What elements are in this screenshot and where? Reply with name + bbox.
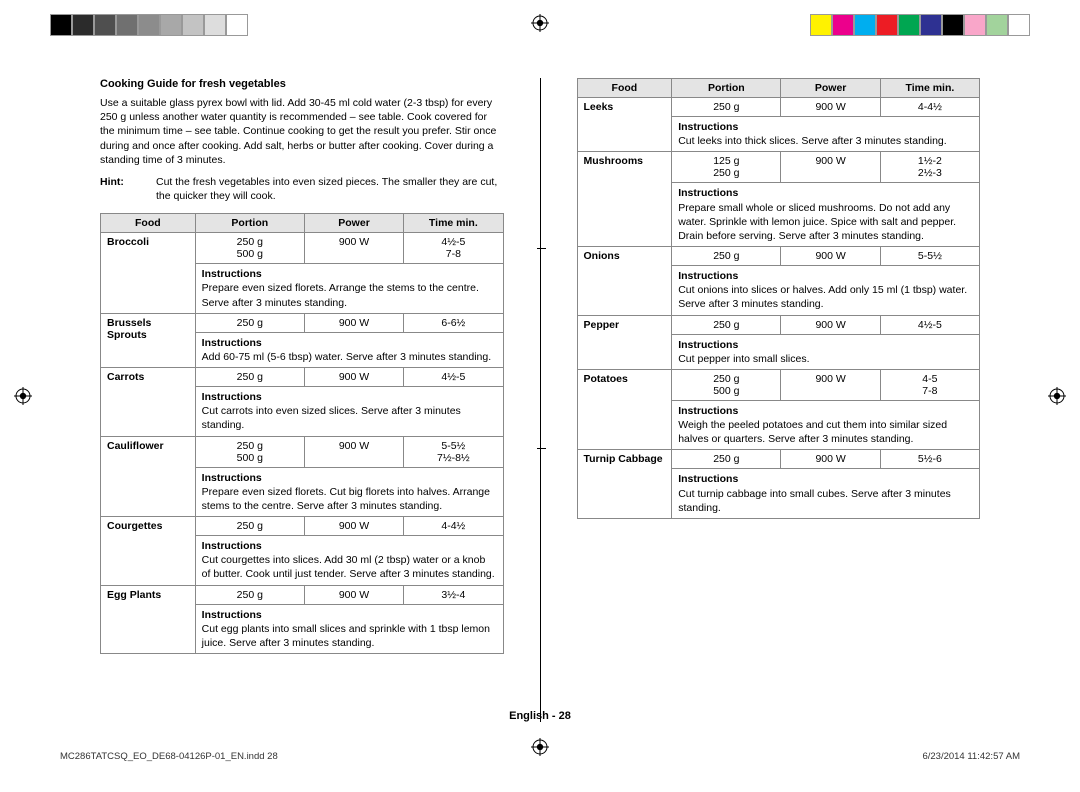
cell-power: 900 W bbox=[781, 369, 880, 400]
cell-food: Potatoes bbox=[577, 369, 672, 450]
cell-instructions: InstructionsCut courgettes into slices. … bbox=[195, 536, 503, 586]
cell-time: 4-4½ bbox=[880, 98, 979, 117]
column-divider bbox=[540, 78, 541, 722]
cell-food: Egg Plants bbox=[101, 585, 196, 654]
cell-portion: 250 g bbox=[195, 585, 304, 604]
cell-power: 900 W bbox=[304, 313, 403, 332]
cell-power: 900 W bbox=[304, 368, 403, 387]
cell-power: 900 W bbox=[781, 315, 880, 334]
table-row: Egg Plants 250 g 900 W 3½-4 bbox=[101, 585, 504, 604]
cell-portion: 250 g bbox=[672, 98, 781, 117]
cell-portion: 250 g500 g bbox=[672, 369, 781, 400]
intro-text: Use a suitable glass pyrex bowl with lid… bbox=[100, 96, 504, 167]
cell-power: 900 W bbox=[304, 517, 403, 536]
cooking-table-left: Food Portion Power Time min. Broccoli 25… bbox=[100, 213, 504, 654]
table-row: Turnip Cabbage 250 g 900 W 5½-6 bbox=[577, 450, 980, 469]
table-row: Pepper 250 g 900 W 4½-5 bbox=[577, 315, 980, 334]
cooking-table-right: Food Portion Power Time min. Leeks 250 g… bbox=[577, 78, 981, 519]
cell-time: 5-5½7½-8½ bbox=[404, 436, 503, 467]
cell-instructions: InstructionsCut leeks into thick slices.… bbox=[672, 117, 980, 152]
cell-food: Mushrooms bbox=[577, 152, 672, 247]
cell-time: 4-4½ bbox=[404, 517, 503, 536]
table-row: Courgettes 250 g 900 W 4-4½ bbox=[101, 517, 504, 536]
cell-power: 900 W bbox=[304, 585, 403, 604]
cell-portion: 250 g bbox=[672, 315, 781, 334]
table-row: Leeks 250 g 900 W 4-4½ bbox=[577, 98, 980, 117]
cell-food: Turnip Cabbage bbox=[577, 450, 672, 519]
table-row: Cauliflower 250 g500 g 900 W 5-5½7½-8½ bbox=[101, 436, 504, 467]
cell-instructions: InstructionsCut onions into slices or ha… bbox=[672, 266, 980, 316]
col-time: Time min. bbox=[880, 79, 979, 98]
cell-food: Leeks bbox=[577, 98, 672, 152]
cell-food: Carrots bbox=[101, 368, 196, 437]
table-row: Brussels Sprouts 250 g 900 W 6-6½ bbox=[101, 313, 504, 332]
cell-portion: 250 g bbox=[195, 368, 304, 387]
cell-time: 3½-4 bbox=[404, 585, 503, 604]
cell-time: 1½-22½-3 bbox=[880, 152, 979, 183]
footer-filename: MC286TATCSQ_EO_DE68-04126P-01_EN.indd 28 bbox=[60, 751, 278, 762]
table-row: Broccoli 250 g500 g 900 W 4½-57-8 bbox=[101, 233, 504, 264]
table-row: Onions 250 g 900 W 5-5½ bbox=[577, 247, 980, 266]
col-food: Food bbox=[101, 214, 196, 233]
cell-portion: 250 g bbox=[195, 517, 304, 536]
cell-power: 900 W bbox=[781, 247, 880, 266]
cell-food: Courgettes bbox=[101, 517, 196, 586]
table-row: Mushrooms 125 g250 g 900 W 1½-22½-3 bbox=[577, 152, 980, 183]
registration-mark bbox=[531, 14, 549, 32]
col-power: Power bbox=[781, 79, 880, 98]
cell-portion: 250 g bbox=[672, 247, 781, 266]
cell-instructions: InstructionsPrepare even sized florets. … bbox=[195, 264, 503, 314]
cell-instructions: InstructionsCut egg plants into small sl… bbox=[195, 604, 503, 654]
cell-time: 5½-6 bbox=[880, 450, 979, 469]
cell-instructions: InstructionsAdd 60-75 ml (5-6 tbsp) wate… bbox=[195, 332, 503, 367]
cell-portion: 250 g bbox=[195, 313, 304, 332]
cell-power: 900 W bbox=[781, 152, 880, 183]
cell-food: Pepper bbox=[577, 315, 672, 369]
left-column: Cooking Guide for fresh vegetables Use a… bbox=[100, 78, 504, 722]
cell-food: Brussels Sprouts bbox=[101, 313, 196, 367]
right-column: Food Portion Power Time min. Leeks 250 g… bbox=[577, 78, 981, 722]
hint-row: Hint: Cut the fresh vegetables into even… bbox=[100, 175, 504, 203]
cell-portion: 250 g500 g bbox=[195, 233, 304, 264]
cell-food: Cauliflower bbox=[101, 436, 196, 517]
cell-food: Broccoli bbox=[101, 233, 196, 314]
cell-time: 6-6½ bbox=[404, 313, 503, 332]
cell-time: 4½-57-8 bbox=[404, 233, 503, 264]
cell-time: 4½-5 bbox=[404, 368, 503, 387]
hint-text: Cut the fresh vegetables into even sized… bbox=[156, 175, 504, 203]
cell-power: 900 W bbox=[781, 450, 880, 469]
cell-instructions: InstructionsPrepare even sized florets. … bbox=[195, 467, 503, 517]
cell-time: 4-57-8 bbox=[880, 369, 979, 400]
registration-mark bbox=[14, 387, 32, 405]
cell-portion: 250 g bbox=[672, 450, 781, 469]
cell-instructions: InstructionsWeigh the peeled potatoes an… bbox=[672, 400, 980, 450]
section-title: Cooking Guide for fresh vegetables bbox=[100, 78, 504, 90]
document-footer: MC286TATCSQ_EO_DE68-04126P-01_EN.indd 28… bbox=[60, 751, 1020, 762]
col-portion: Portion bbox=[672, 79, 781, 98]
cell-instructions: InstructionsCut turnip cabbage into smal… bbox=[672, 469, 980, 519]
cell-power: 900 W bbox=[304, 436, 403, 467]
cell-power: 900 W bbox=[304, 233, 403, 264]
cell-instructions: InstructionsCut pepper into small slices… bbox=[672, 334, 980, 369]
col-power: Power bbox=[304, 214, 403, 233]
cell-time: 4½-5 bbox=[880, 315, 979, 334]
hint-label: Hint: bbox=[100, 175, 144, 203]
footer-timestamp: 6/23/2014 11:42:57 AM bbox=[922, 751, 1020, 762]
registration-mark bbox=[1048, 387, 1066, 405]
col-food: Food bbox=[577, 79, 672, 98]
page-content: Cooking Guide for fresh vegetables Use a… bbox=[100, 78, 980, 722]
cell-food: Onions bbox=[577, 247, 672, 316]
table-row: Potatoes 250 g500 g 900 W 4-57-8 bbox=[577, 369, 980, 400]
table-row: Carrots 250 g 900 W 4½-5 bbox=[101, 368, 504, 387]
cell-instructions: InstructionsCut carrots into even sized … bbox=[195, 387, 503, 437]
cell-portion: 250 g500 g bbox=[195, 436, 304, 467]
cell-portion: 125 g250 g bbox=[672, 152, 781, 183]
page-number: English - 28 bbox=[0, 710, 1080, 722]
cell-power: 900 W bbox=[781, 98, 880, 117]
col-portion: Portion bbox=[195, 214, 304, 233]
cell-time: 5-5½ bbox=[880, 247, 979, 266]
cell-instructions: InstructionsPrepare small whole or slice… bbox=[672, 183, 980, 247]
col-time: Time min. bbox=[404, 214, 503, 233]
